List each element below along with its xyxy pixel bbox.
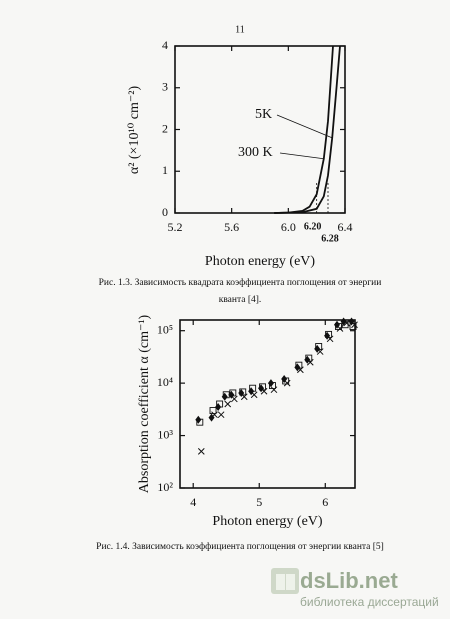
caption: кванта [4]. bbox=[219, 295, 262, 305]
y-tick-label: 0 bbox=[162, 205, 168, 219]
x-axis-label: Photon energy (eV) bbox=[205, 254, 315, 269]
x-axis-label: Photon energy (eV) bbox=[212, 514, 322, 529]
point bbox=[297, 366, 304, 374]
y-axis-label: Absorption coefficient α (cm⁻¹) bbox=[137, 314, 152, 493]
label-arrow bbox=[276, 114, 333, 139]
point bbox=[283, 379, 291, 387]
point bbox=[240, 393, 248, 401]
y-tick-label: 3 bbox=[162, 80, 168, 94]
point bbox=[217, 411, 225, 419]
point bbox=[270, 386, 278, 394]
x-tick-label: 6 bbox=[322, 495, 328, 509]
point bbox=[196, 418, 204, 426]
caption: Рис. 1.3. Зависимость квадрата коэффицие… bbox=[99, 277, 382, 288]
point bbox=[230, 395, 238, 403]
point bbox=[222, 391, 230, 399]
point bbox=[351, 321, 358, 329]
plot-frame bbox=[179, 319, 356, 489]
y-tick-label: 4 bbox=[162, 38, 168, 52]
point bbox=[229, 389, 237, 397]
point bbox=[211, 411, 218, 419]
label-arrow bbox=[279, 152, 324, 160]
x-tick-label: 6.0 bbox=[281, 220, 296, 234]
y-tick-label: 10⁵ bbox=[157, 322, 173, 336]
point bbox=[249, 384, 257, 392]
y-tick-label: 2 bbox=[162, 121, 168, 135]
point bbox=[197, 447, 205, 455]
x-tick-label: 6.4 bbox=[338, 220, 353, 234]
point bbox=[260, 387, 268, 395]
x-tick-label: 5.6 bbox=[224, 220, 239, 234]
caption: Рис. 1.4. Зависимость коэффициента погло… bbox=[96, 541, 384, 552]
series-label: 5K bbox=[255, 107, 272, 122]
point bbox=[216, 400, 224, 408]
y-tick-label: 10³ bbox=[157, 427, 173, 441]
point bbox=[250, 391, 258, 399]
y-tick-label: 1 bbox=[162, 163, 168, 177]
curve bbox=[274, 45, 334, 214]
y-tick-label: 10² bbox=[157, 480, 173, 494]
page-number: 11 bbox=[235, 24, 245, 35]
point bbox=[224, 400, 232, 408]
y-axis-label: α² (×10¹⁰ cm⁻²) bbox=[127, 86, 142, 175]
series-label: 300 K bbox=[238, 145, 273, 160]
y-tick-label: 10⁴ bbox=[157, 375, 173, 389]
point bbox=[343, 319, 350, 327]
watermark-brand: dsLib.net bbox=[300, 568, 398, 593]
point bbox=[316, 348, 324, 355]
watermark-icon bbox=[271, 568, 299, 594]
threshold-label: 6.28 bbox=[321, 233, 339, 244]
x-tick-label: 5 bbox=[256, 495, 262, 509]
point bbox=[306, 358, 314, 366]
point bbox=[336, 325, 344, 332]
x-tick-label: 5.2 bbox=[168, 220, 183, 234]
watermark-tagline: библиотека диссертаций bbox=[300, 595, 439, 609]
curve bbox=[274, 45, 341, 214]
point bbox=[326, 335, 334, 343]
threshold-label: 6.20 bbox=[304, 221, 322, 232]
x-tick-label: 4 bbox=[190, 495, 196, 509]
